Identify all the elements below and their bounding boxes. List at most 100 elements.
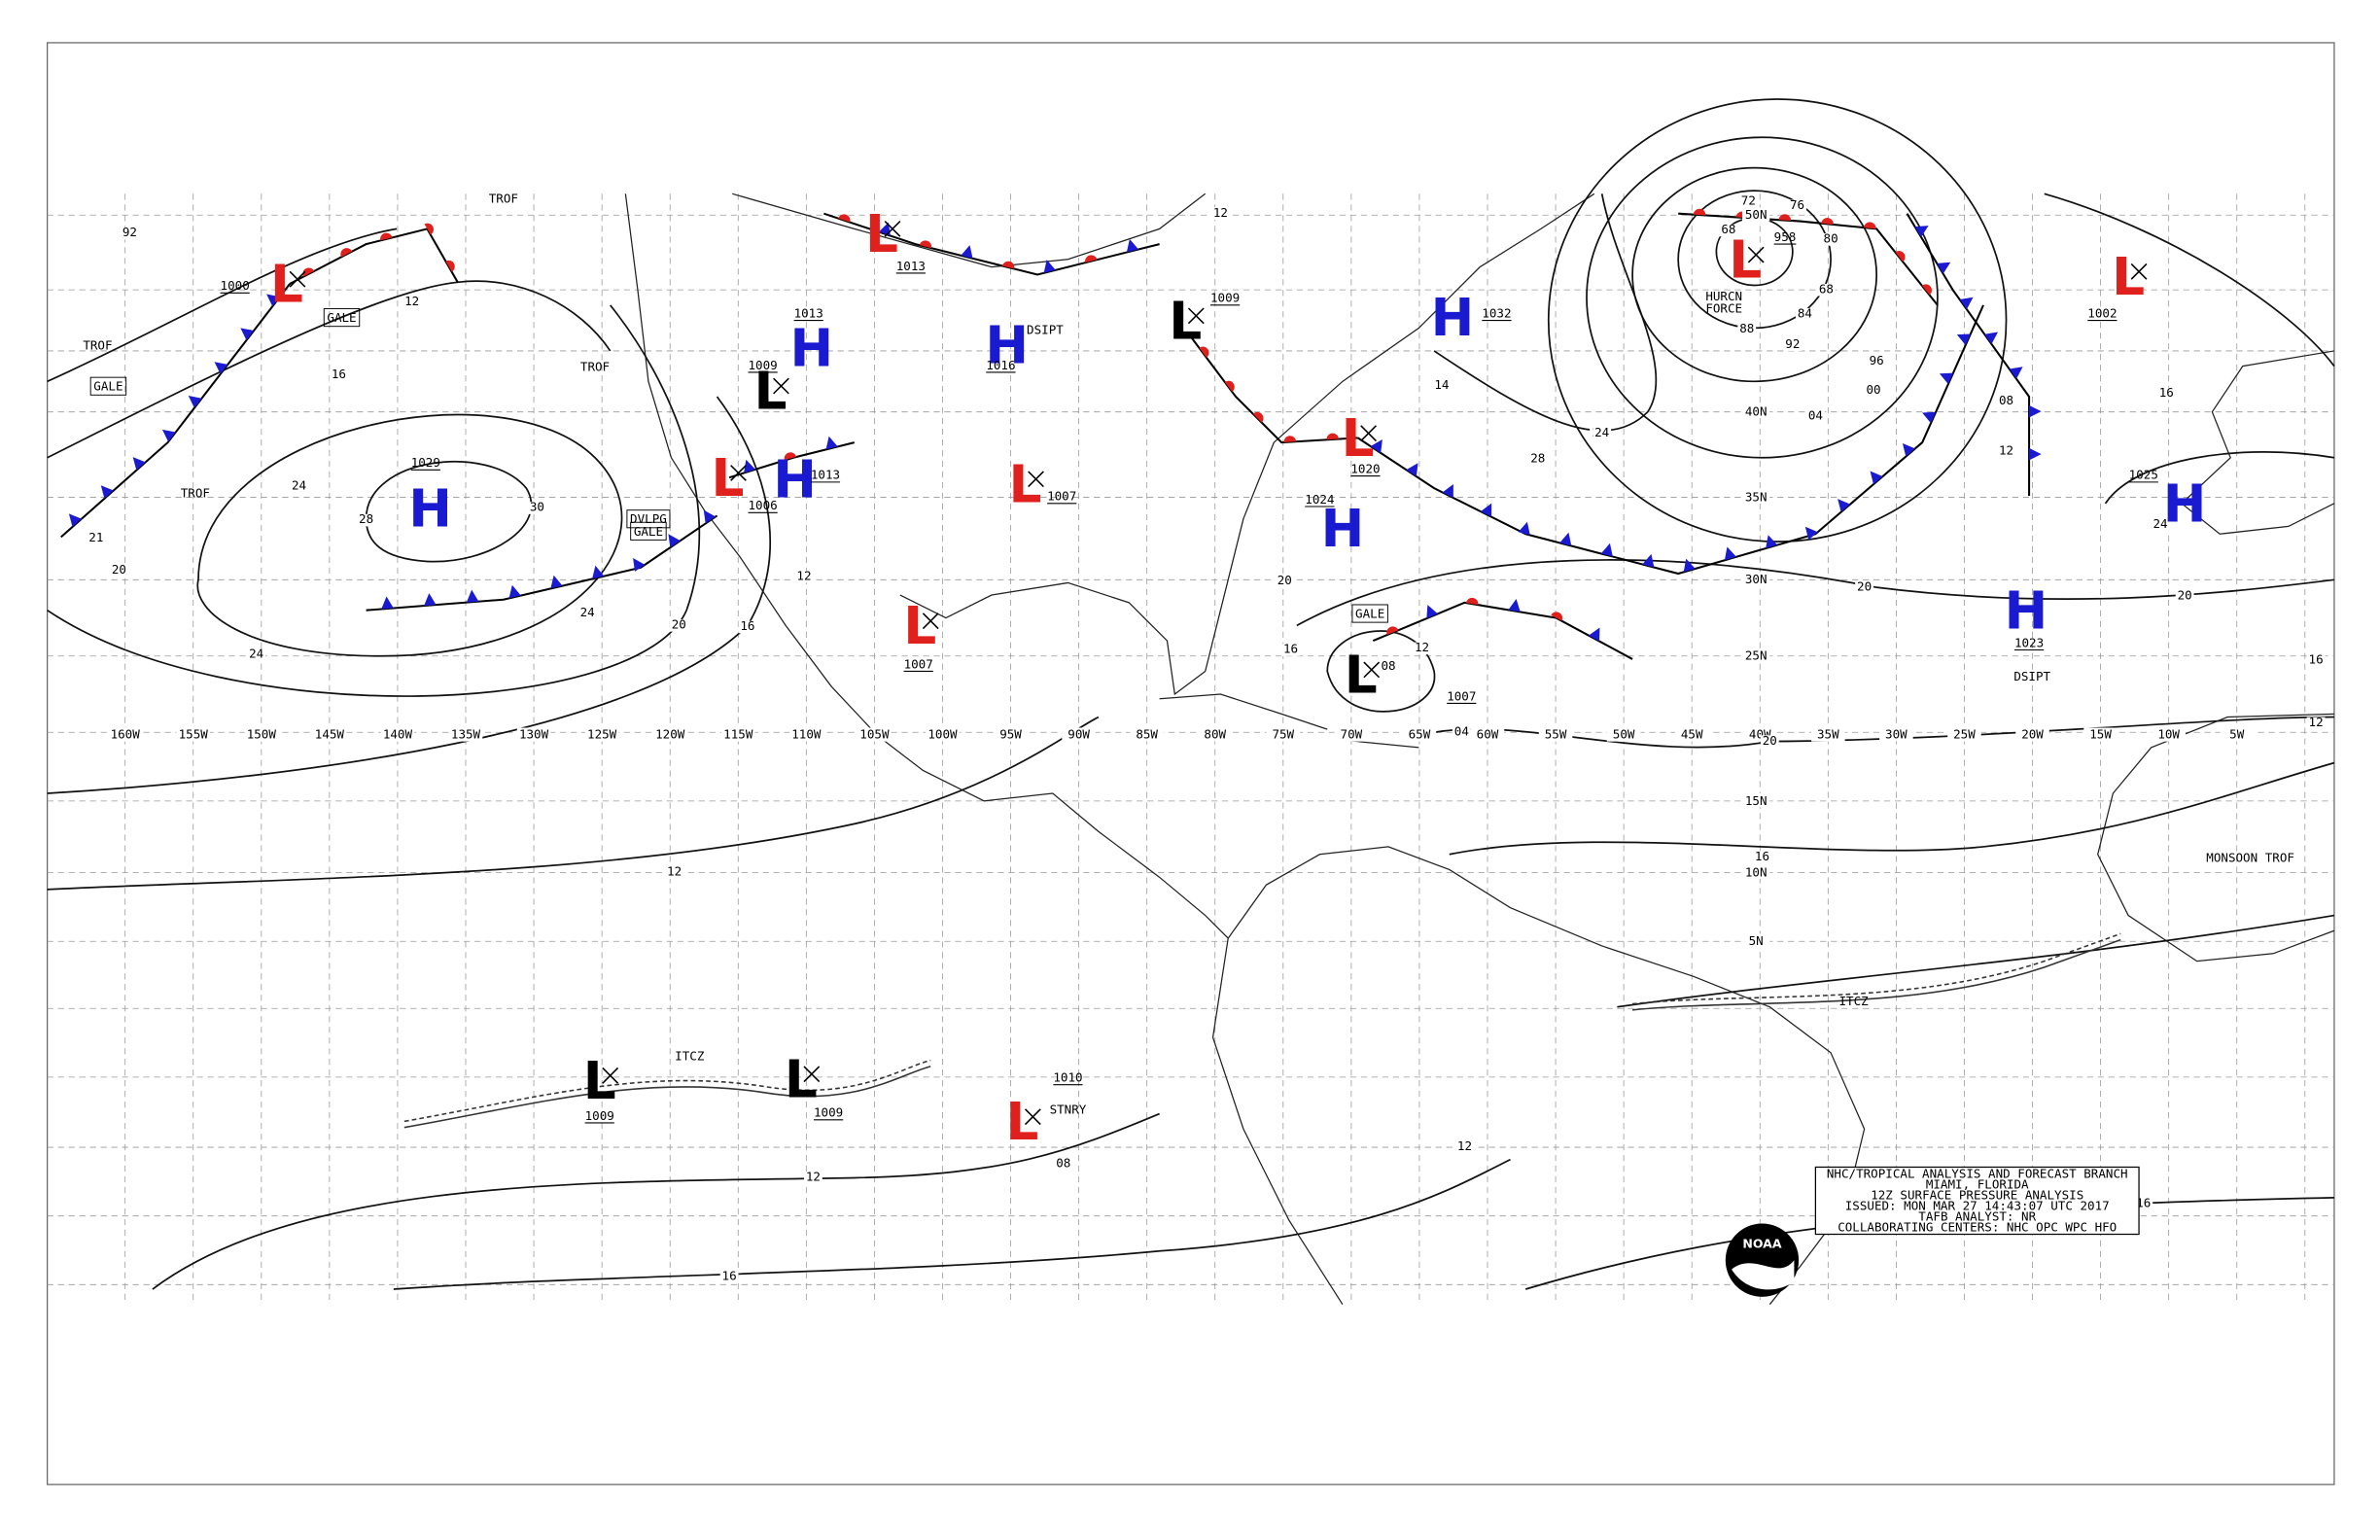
lon-label-bg <box>1606 727 1641 742</box>
cold-front-marker <box>188 396 202 408</box>
isobar-label: 28 <box>359 511 373 526</box>
lon-label: 125W <box>587 727 617 742</box>
lon-label: 80W <box>1204 727 1226 742</box>
isobar-label: 21 <box>88 530 103 544</box>
cold-front-marker <box>1588 627 1600 642</box>
lon-label: 85W <box>1136 727 1158 742</box>
lon-label: 45W <box>1681 727 1703 742</box>
pressure-value: 1024 <box>1305 492 1334 507</box>
lon-label: 145W <box>315 727 345 742</box>
annotation: HURCN <box>1705 289 1742 303</box>
lon-label-bg <box>1538 727 1573 742</box>
warm-front-marker <box>302 267 315 277</box>
isobar-label: 80 <box>1824 231 1838 246</box>
lon-label-bg <box>926 727 960 742</box>
cold-front-marker <box>1442 484 1453 499</box>
isobar <box>1631 166 1878 383</box>
annotation: GALE <box>93 379 122 394</box>
pressure-center: L <box>1345 644 1378 705</box>
pressure-center: L <box>1005 1091 1038 1152</box>
lon-label-bg <box>1811 727 1845 742</box>
isobar <box>1586 136 1939 459</box>
annotation: TROF <box>580 359 610 373</box>
warm-front-marker <box>1252 411 1264 423</box>
fronts <box>60 208 2042 660</box>
isobar-label: 16 <box>332 367 346 381</box>
center-x <box>289 270 306 288</box>
isobar-label: 96 <box>1870 353 1884 368</box>
isobar <box>47 280 612 459</box>
isobar-label-bg <box>1275 575 1294 588</box>
annotation: ITCZ <box>1839 994 1870 1008</box>
lon-label-bg <box>380 727 415 742</box>
isobar-label-bg <box>1864 384 1883 398</box>
lat-label: 35N <box>1745 490 1768 505</box>
isobar-label-bg <box>109 564 128 578</box>
isobar-label: 92 <box>1785 336 1800 351</box>
cold-front-marker <box>668 534 681 548</box>
isobar-label: 20 <box>2178 588 2192 603</box>
warm-front-marker <box>445 260 455 272</box>
cold-front-marker <box>1838 499 1851 512</box>
annotation: MONSOON TROF <box>2206 851 2294 865</box>
cold-front-marker <box>424 593 437 607</box>
cold-front-marker <box>825 436 838 450</box>
annotation-box <box>1351 604 1388 623</box>
isobar <box>1547 98 2008 542</box>
cold-front-marker <box>266 294 280 307</box>
warm-front-marker <box>1693 208 1706 216</box>
lon-label-bg <box>1062 727 1096 742</box>
pressure-value: 1002 <box>2087 305 2117 320</box>
pressure-value: 1009 <box>749 358 778 372</box>
lat-label-bg <box>1742 933 1770 948</box>
lon-label: 90W <box>1068 727 1090 742</box>
pressure-center: L <box>785 1048 818 1109</box>
center-x <box>2130 262 2148 280</box>
isobar-label: 14 <box>1434 377 1449 392</box>
pressure-value: 1029 <box>411 455 440 470</box>
pressure-value: 1032 <box>1482 305 1511 320</box>
title-box <box>1814 1166 2140 1236</box>
cold-front-marker <box>1870 471 1883 485</box>
pressure-center: L <box>865 203 898 264</box>
isobar-label: 24 <box>249 646 263 660</box>
title-line: TAFB ANALYST: NR <box>1918 1208 2036 1223</box>
lon-label-bg <box>516 727 551 742</box>
title-line: ISSUED: MON MAR 27 14:43:07 UTC 2017 <box>1845 1198 2110 1212</box>
labels: 160W 155W 150W 145W 140W 135W 130W 125W 120W 115W… <box>83 192 2326 1283</box>
lon-label: 70W <box>1341 727 1363 742</box>
center-x <box>1363 661 1381 679</box>
lon-label-bg <box>2220 727 2254 742</box>
annotation: GALE <box>1355 607 1384 621</box>
isobar-label-bg <box>87 532 106 545</box>
cold-front-marker <box>161 429 176 442</box>
lat-label: 50N <box>1745 207 1768 222</box>
cold-front-marker <box>1984 332 1999 344</box>
isobar-label-bg <box>290 480 308 493</box>
isobar-label-bg <box>2306 654 2326 667</box>
isobar-label-bg <box>803 1172 822 1184</box>
isobar-label-bg <box>120 227 139 240</box>
pressure-center: L <box>903 595 936 656</box>
pressure-value: 1000 <box>221 278 250 293</box>
coast-gulf <box>899 192 1595 696</box>
isobar-label-bg <box>1281 644 1300 656</box>
isobar-label-bg <box>247 648 266 661</box>
isobar-label-bg <box>1528 453 1548 466</box>
lat-label-bg <box>1742 793 1770 808</box>
coastlines <box>624 192 2335 1306</box>
isobar-label: 08 <box>1056 1155 1070 1170</box>
pressure-value: 1010 <box>1053 1070 1082 1085</box>
pressure-center: L <box>712 447 745 508</box>
itcz-line <box>1631 932 2121 1005</box>
isobar-label-bg <box>1592 427 1612 439</box>
lon-label-bg <box>312 727 347 742</box>
lon-label: 95W <box>999 727 1022 742</box>
isobar <box>196 413 623 657</box>
lon-label: 30W <box>1885 727 1908 742</box>
front-line <box>1189 334 1358 444</box>
lon-label: 155W <box>179 727 209 742</box>
isobar-label: 20 <box>1763 733 1777 748</box>
center-x <box>884 220 901 237</box>
